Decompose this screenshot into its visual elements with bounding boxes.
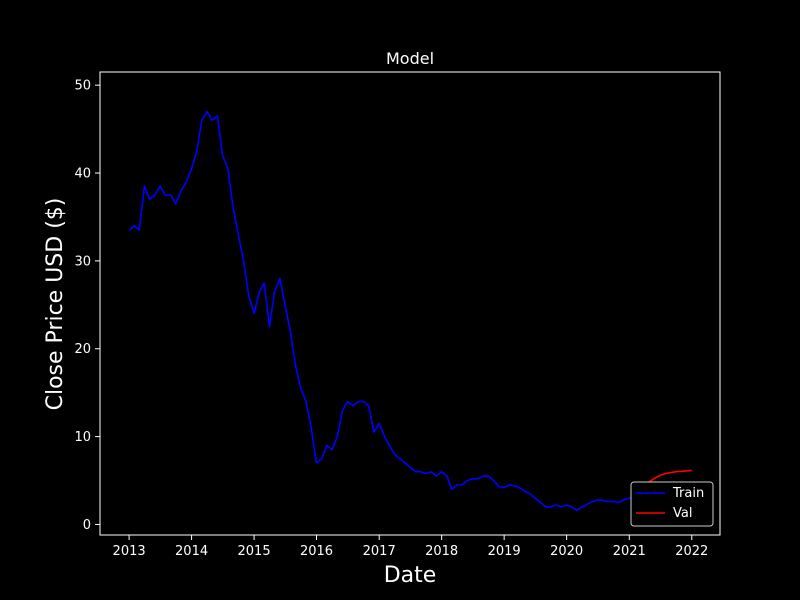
plot-frame — [99, 71, 721, 536]
y-tick-label: 10 — [74, 430, 91, 445]
x-tick-label: 2022 — [675, 544, 708, 559]
x-tick-label: 2021 — [613, 544, 646, 559]
x-tick-label: 2018 — [425, 544, 458, 559]
x-axis-ticks: 2013 2014 2015 2016 2017 2018 2019 2020 2021 2022 — [113, 535, 708, 559]
x-axis-label: Date — [384, 563, 437, 588]
y-tick-label: 40 — [74, 167, 91, 182]
y-tick-label: 0 — [83, 518, 91, 533]
series-line-train — [128, 110, 640, 512]
legend-label-train: Train — [672, 486, 704, 501]
x-tick-label: 2020 — [550, 544, 583, 559]
y-tick-label: 30 — [74, 254, 91, 269]
x-tick-label: 2016 — [300, 544, 333, 559]
x-tick-label: 2019 — [488, 544, 521, 559]
x-tick-label: 2013 — [113, 544, 146, 559]
x-tick-label: 2017 — [363, 544, 396, 559]
y-tick-label: 50 — [74, 79, 91, 94]
chart-title: Model — [386, 49, 434, 68]
legend-label-val: Val — [673, 506, 692, 521]
legend: Train Val — [630, 481, 714, 527]
x-tick-label: 2014 — [175, 544, 208, 559]
y-tick-label: 20 — [74, 342, 91, 357]
x-tick-label: 2015 — [238, 544, 271, 559]
y-axis-ticks: 0 10 20 30 40 50 — [74, 79, 100, 533]
y-axis-label: Close Price USD ($) — [43, 198, 68, 411]
